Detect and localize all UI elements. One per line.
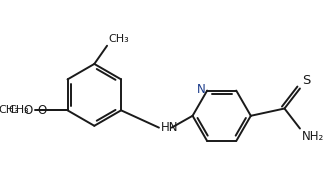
Text: N: N xyxy=(197,83,205,96)
Text: CH₃: CH₃ xyxy=(0,105,19,115)
Text: O: O xyxy=(37,104,47,117)
Text: HN: HN xyxy=(161,121,178,134)
Text: S: S xyxy=(302,74,310,87)
Text: CH₃: CH₃ xyxy=(8,105,29,115)
Text: NH₂: NH₂ xyxy=(302,130,324,143)
Text: O: O xyxy=(24,104,33,117)
Text: CH₃: CH₃ xyxy=(108,34,129,44)
